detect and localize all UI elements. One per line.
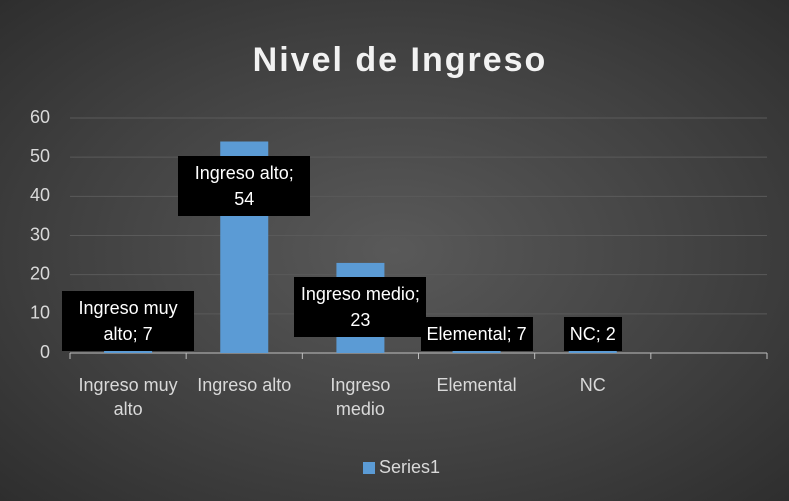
y-tick-label: 0: [40, 342, 50, 362]
y-tick-label: 50: [30, 146, 50, 166]
legend-swatch: [363, 462, 375, 474]
legend-label: Series1: [379, 457, 440, 477]
y-tick-label: 60: [30, 107, 50, 127]
x-tick-label: Ingreso alto: [197, 375, 292, 395]
x-tick-label: NC: [579, 375, 606, 395]
y-tick-label: 40: [30, 185, 50, 205]
data-label: Ingreso medio; 23: [294, 276, 427, 337]
y-tick-label: 10: [30, 303, 50, 323]
data-label: Elemental; 7: [420, 317, 533, 351]
x-tick-label: Ingreso medio: [330, 375, 391, 419]
y-tick-label: 20: [30, 263, 50, 283]
data-label: Ingreso alto; 54: [178, 155, 311, 216]
chart-title: Nivel de Ingreso: [253, 41, 548, 79]
x-tick-label: Ingreso muy alto: [78, 375, 178, 419]
data-label: Ingreso muy alto; 7: [62, 291, 195, 351]
data-label: NC; 2: [563, 317, 622, 351]
y-tick-label: 30: [30, 224, 50, 244]
x-tick-label: Elemental: [436, 375, 517, 395]
